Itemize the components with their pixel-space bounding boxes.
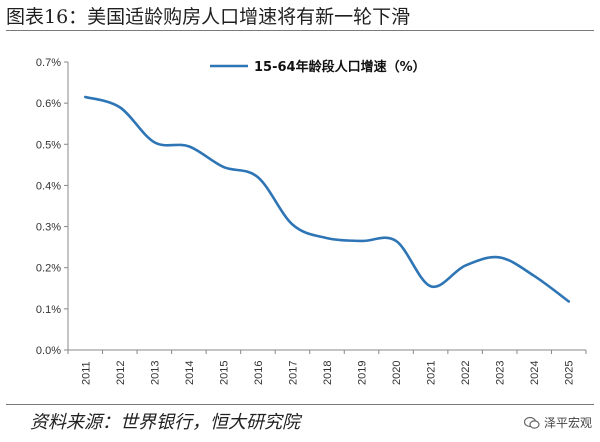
x-tick-label: 2023: [495, 361, 507, 385]
watermark: 泽平宏观: [523, 414, 592, 431]
x-tick-label: 2011: [80, 361, 92, 385]
x-tick-label: 2014: [184, 361, 196, 385]
x-tick-label: 2020: [391, 361, 403, 385]
x-tick-label: 2019: [357, 361, 369, 385]
title-divider: [6, 30, 594, 31]
series-line: [83, 95, 571, 303]
x-tick-label: 2021: [426, 361, 438, 385]
y-tick-label: 0.2%: [36, 263, 61, 275]
chart-title: 图表16：美国适龄购房人口增速将有新一轮下滑: [6, 6, 411, 28]
y-tick-label: 0.1%: [36, 304, 61, 316]
footer-divider: [6, 404, 594, 405]
x-tick-label: 2025: [564, 361, 576, 385]
x-tick-label: 2024: [529, 361, 541, 385]
x-tick-label: 2018: [322, 361, 334, 385]
x-tick-label: 2022: [460, 361, 472, 385]
x-tick-label: 2016: [253, 361, 265, 385]
line-chart: 0.0% 0.1% 0.2% 0.3% 0.4% 0.5% 0.6% 0.7% 2011 2012…: [36, 57, 587, 385]
y-tick-label: 0.4%: [36, 180, 61, 192]
watermark-text: 泽平宏观: [543, 416, 592, 430]
y-tick-label: 0.7%: [36, 57, 61, 69]
source-note: 资料来源：世界银行，恒大研究院: [30, 412, 300, 433]
y-tick-label: 0.3%: [36, 222, 61, 234]
x-tick-label: 2013: [149, 361, 161, 385]
y-tick-label: 0.0%: [36, 345, 61, 357]
wechat-icon: [523, 416, 540, 429]
x-tick-label: 2012: [115, 361, 127, 385]
y-tick-label: 0.6%: [36, 98, 61, 110]
x-tick-label: 2015: [218, 361, 230, 385]
y-tick-label: 0.5%: [36, 139, 61, 151]
legend-label: 15-64年龄段人口增速（%）: [254, 59, 426, 75]
x-tick-label: 2017: [287, 361, 299, 385]
